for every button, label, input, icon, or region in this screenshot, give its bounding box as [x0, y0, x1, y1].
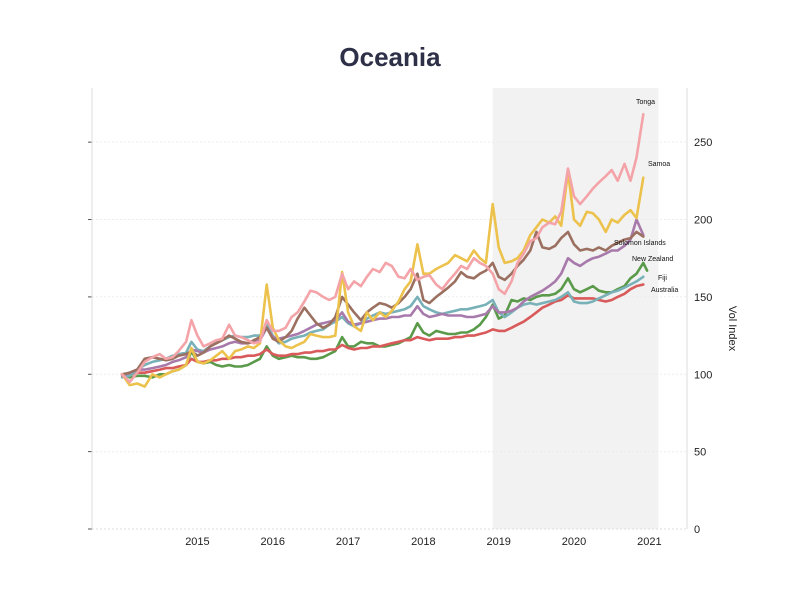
x-tick-label: 2016	[261, 536, 285, 548]
x-tick-label: 2018	[411, 536, 435, 548]
series-line-new-zealand	[120, 218, 645, 378]
series-line-solomon-islands	[120, 230, 645, 376]
y-tick-label: 100	[694, 369, 712, 381]
series-label-solomon-islands: Solomon Islands	[614, 240, 666, 247]
y-tick-label: 50	[694, 447, 706, 459]
x-tick-label: 2015	[185, 536, 209, 548]
series-label-samoa: Samoa	[648, 161, 670, 168]
series-label-new-zealand: New Zealand	[632, 256, 673, 263]
chart-title: Oceania	[339, 42, 441, 72]
y-tick-label: 250	[694, 137, 712, 149]
series-line-unlabeled	[120, 261, 649, 379]
series-label-australia: Australia	[651, 287, 678, 294]
y-tick-label: 200	[694, 215, 712, 227]
x-tick-label: 2020	[562, 536, 586, 548]
series-label-tonga: Tonga	[636, 99, 655, 106]
x-tick-label: 2019	[486, 536, 510, 548]
highlight-band	[492, 88, 659, 529]
x-tick-label: 2017	[336, 536, 360, 548]
series-line-tonga	[120, 113, 645, 384]
y-tick-label: 0	[694, 524, 700, 536]
series-label-fiji: Fiji	[658, 275, 667, 282]
y-axis-title: Vol Index	[726, 306, 738, 352]
y-tick-label: 150	[694, 292, 712, 304]
series-line-australia	[120, 283, 645, 376]
x-tick-label: 2021	[637, 536, 661, 548]
